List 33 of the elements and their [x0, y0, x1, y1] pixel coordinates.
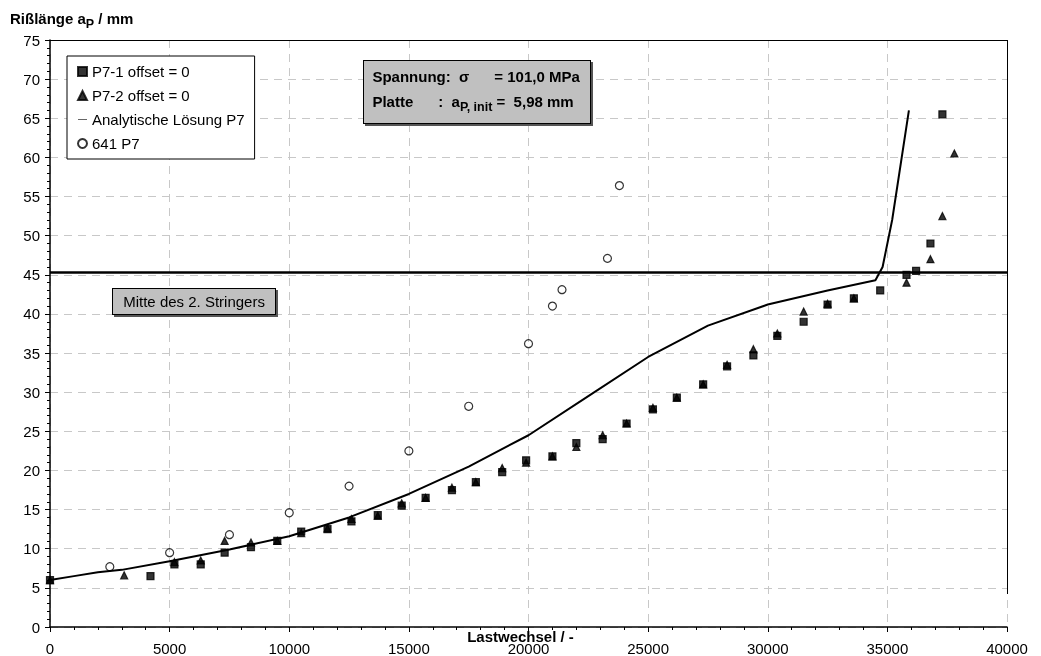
- y-tick-label: 30: [23, 383, 40, 401]
- x-tick-label: 40000: [986, 640, 1028, 656]
- legend-label: 641 P7: [92, 135, 140, 152]
- y-tick-label: 20: [23, 461, 40, 479]
- x-tick-label: 15000: [388, 640, 430, 656]
- x-tick-label: 0: [45, 640, 55, 656]
- x-tick-label: 35000: [866, 640, 909, 656]
- annotation: Platte : a$_{P, init}$ = 5,98 mm: [372, 92, 574, 114]
- y-tick-label: 25: [23, 422, 40, 440]
- y-tick-label: 40: [23, 305, 40, 323]
- x-tick-label: 30000: [746, 640, 789, 656]
- y-tick-label: 70: [23, 70, 40, 88]
- y-axis-title: Rißlänge a$_{P}$ / mm: [10, 10, 134, 31]
- y-tick-label: 0: [31, 618, 40, 636]
- y-tick-label: 50: [23, 227, 40, 245]
- y-tick-label: 55: [23, 188, 40, 206]
- y-tick-label: 65: [23, 109, 40, 127]
- legend-label: Analytische Lösung P7: [92, 111, 245, 128]
- y-tick-label: 75: [23, 31, 40, 49]
- ref-line-label: Mitte des 2. Stringers: [112, 288, 276, 316]
- x-tick-label: 25000: [627, 640, 669, 656]
- x-tick-label: 5000: [152, 640, 187, 656]
- x-tick-label: 10000: [268, 640, 311, 656]
- y-tick-label: 15: [23, 501, 40, 519]
- x-axis-title: Lastwechsel / -: [467, 628, 574, 645]
- y-tick-label: 10: [23, 540, 40, 558]
- y-tick-label: 60: [23, 148, 40, 166]
- y-tick-label: 45: [23, 266, 40, 284]
- legend-label: P7-1 offset = 0: [92, 63, 190, 80]
- y-tick-label: 5: [31, 579, 40, 597]
- annotation: Spannung: σ = 101,0 MPa: [372, 67, 580, 85]
- legend-label: P7-2 offset = 0: [92, 87, 190, 104]
- y-tick-label: 35: [23, 344, 40, 362]
